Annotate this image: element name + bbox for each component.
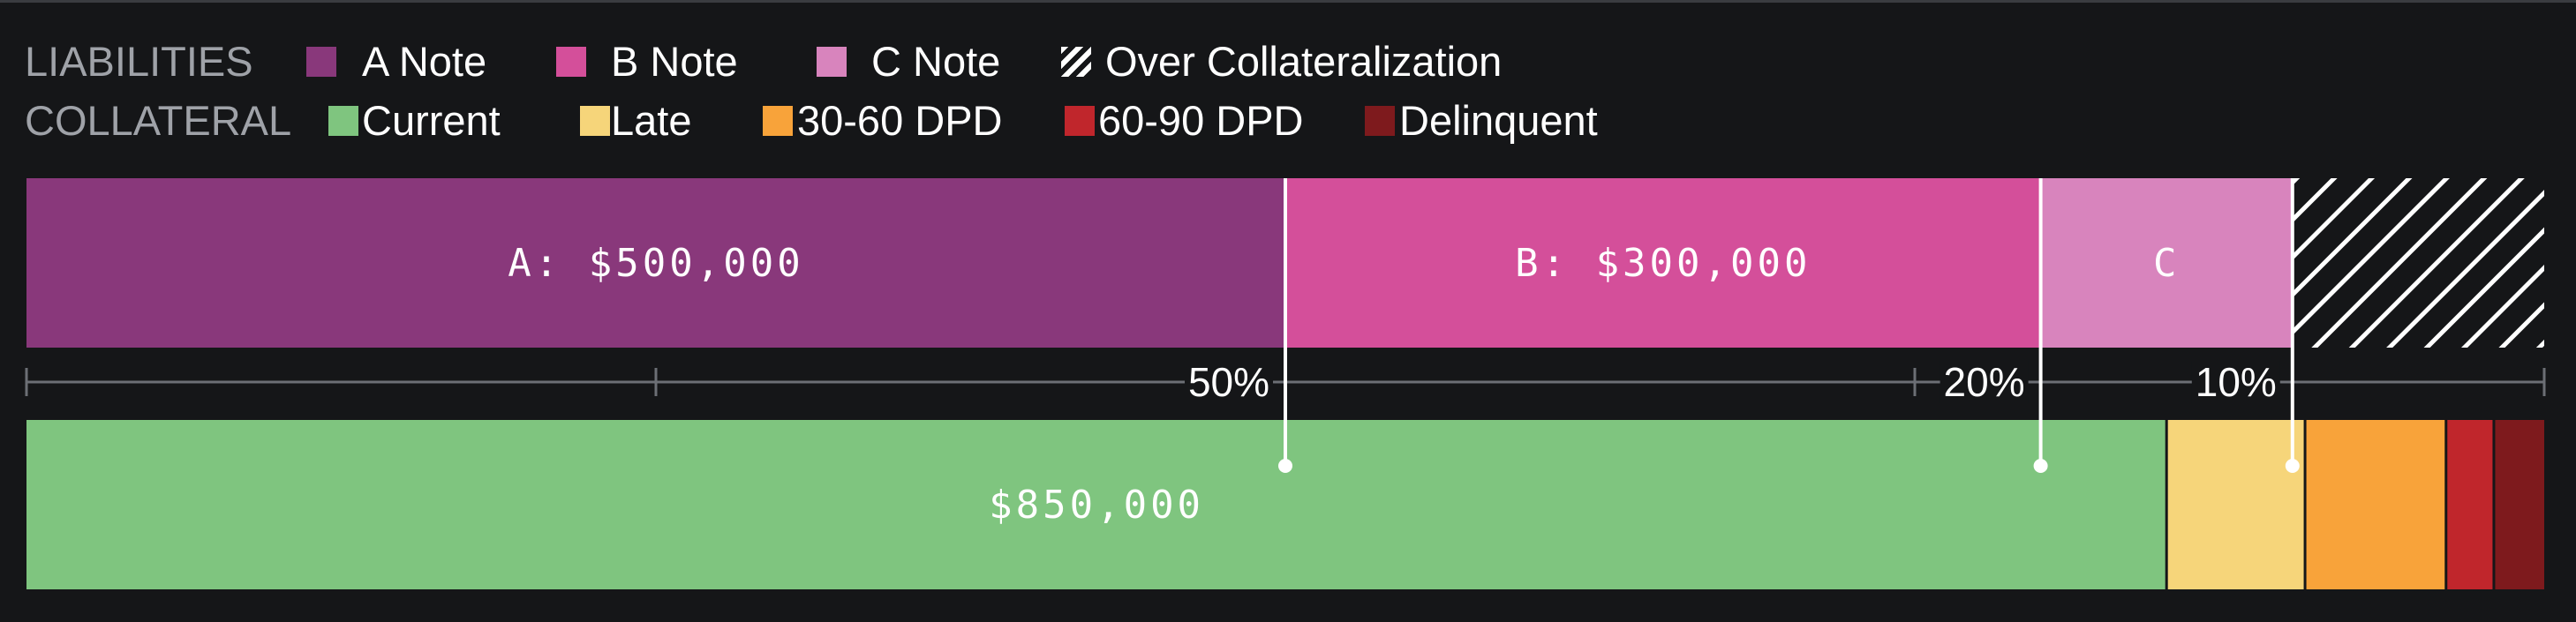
- percent-label-10-pct: 10%: [2196, 359, 2277, 405]
- tranche-marker-dot: [1278, 459, 1292, 473]
- liabilities-bar: A: $500,000 B: $300,000 C: [26, 178, 2544, 348]
- liability-segment-a-note: [26, 178, 1285, 348]
- legend-liabilities-heading: LIABILITIES: [25, 38, 253, 85]
- tranche-marker-dot: [2033, 459, 2048, 473]
- legend-label-over-collateralization: Over Collateralization: [1105, 38, 1503, 85]
- percent-label-bg: [1185, 361, 1273, 403]
- tranche-markers: [1278, 178, 2300, 473]
- percent-label-bg: [1940, 361, 2029, 403]
- legend-label-current: Current: [362, 97, 501, 144]
- tranche-marker-dot: [2285, 459, 2300, 473]
- legend-label-60-90-dpd: 60-90 DPD: [1098, 97, 1304, 144]
- legend-swatch-late: [580, 106, 610, 136]
- legend-swatch-over-collateralization: [1061, 47, 1091, 77]
- collateral-label-current: $850,000: [989, 483, 1204, 528]
- liability-label-c-note: C: [2153, 241, 2181, 286]
- legend-swatch-b-note: [556, 47, 586, 77]
- legend-label-c-note: C Note: [871, 38, 1001, 85]
- collateral-segment-current: [26, 420, 2167, 589]
- collateral-segment-late: [2166, 420, 2306, 589]
- liability-label-a-note: A: $500,000: [508, 241, 803, 286]
- liability-segment-over-collateralization: [2292, 178, 2544, 348]
- legend-swatch-current: [328, 106, 358, 136]
- percent-label-bg: [2191, 361, 2280, 403]
- percent-label-20-pct: 20%: [1944, 359, 2025, 405]
- legend-swatch-c-note: [817, 47, 847, 77]
- legend-label-30-60-dpd: 30-60 DPD: [797, 97, 1003, 144]
- legend-swatch-a-note: [306, 47, 336, 77]
- collateral-bar: $850,000: [26, 420, 2544, 589]
- legend-label-a-note: A Note: [362, 38, 487, 85]
- collateral-segment-60-90-dpd: [2445, 420, 2494, 589]
- liability-segment-c-note: [2040, 178, 2293, 348]
- top-border: [0, 0, 2576, 3]
- percent-label-50-pct: 50%: [1188, 359, 1269, 405]
- liability-label-b-note: B: $300,000: [1515, 241, 1811, 286]
- legend-label-b-note: B Note: [611, 38, 738, 85]
- legend-collateral-heading: COLLATERAL: [25, 97, 292, 144]
- legend-swatch-60-90-dpd: [1065, 106, 1095, 136]
- collateral-segment-30-60-dpd: [2305, 420, 2446, 589]
- legend-swatch-30-60-dpd: [763, 106, 793, 136]
- legend-label-delinquent: Delinquent: [1399, 97, 1598, 144]
- liability-segment-b-note: [1285, 178, 2041, 348]
- legend-label-late: Late: [611, 97, 692, 144]
- collateral-segment-delinquent: [2493, 420, 2544, 589]
- legend-swatch-delinquent: [1365, 106, 1395, 136]
